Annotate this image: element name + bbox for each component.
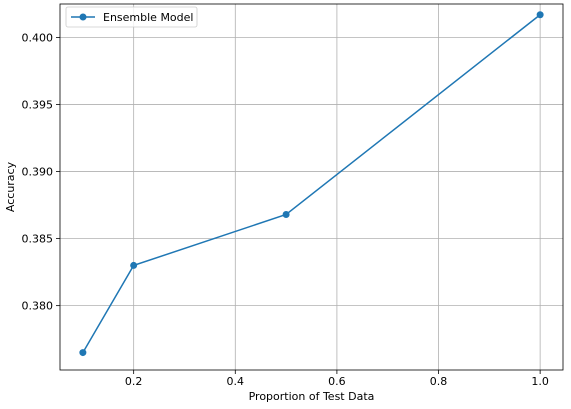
y-tick-label: 0.385 [22, 233, 54, 246]
series-layer [79, 11, 544, 357]
y-tick-label: 0.390 [22, 166, 54, 179]
x-tick-label: 0.2 [125, 375, 143, 388]
data-point [79, 349, 87, 357]
legend-box [65, 6, 198, 28]
y-axis-label: Accuracy [4, 161, 17, 212]
series-line [82, 14, 541, 353]
legend-entry-label: Ensemble Model [103, 11, 193, 24]
y-tick-label: 0.400 [22, 32, 54, 45]
grid-lines [60, 4, 563, 370]
y-tick-label: 0.380 [22, 300, 54, 313]
x-tick-label: 0.8 [430, 375, 448, 388]
legend-marker-swatch [79, 13, 87, 21]
x-tick-label: 1.0 [531, 375, 549, 388]
data-point [536, 11, 544, 19]
data-point [130, 261, 138, 269]
x-tick-label: 0.4 [227, 375, 245, 388]
data-point [282, 210, 290, 218]
x-axis-label: Proportion of Test Data [249, 390, 375, 403]
plot-area-frame [59, 3, 564, 371]
x-tick-label: 0.6 [328, 375, 346, 388]
y-tick-label: 0.395 [22, 99, 54, 112]
axis-ticks: 0.2 0.4 0.6 0.8 1.0 0.380 0.385 0.390 0.395 0.400 [22, 32, 549, 388]
legend: Ensemble Model [65, 6, 198, 28]
